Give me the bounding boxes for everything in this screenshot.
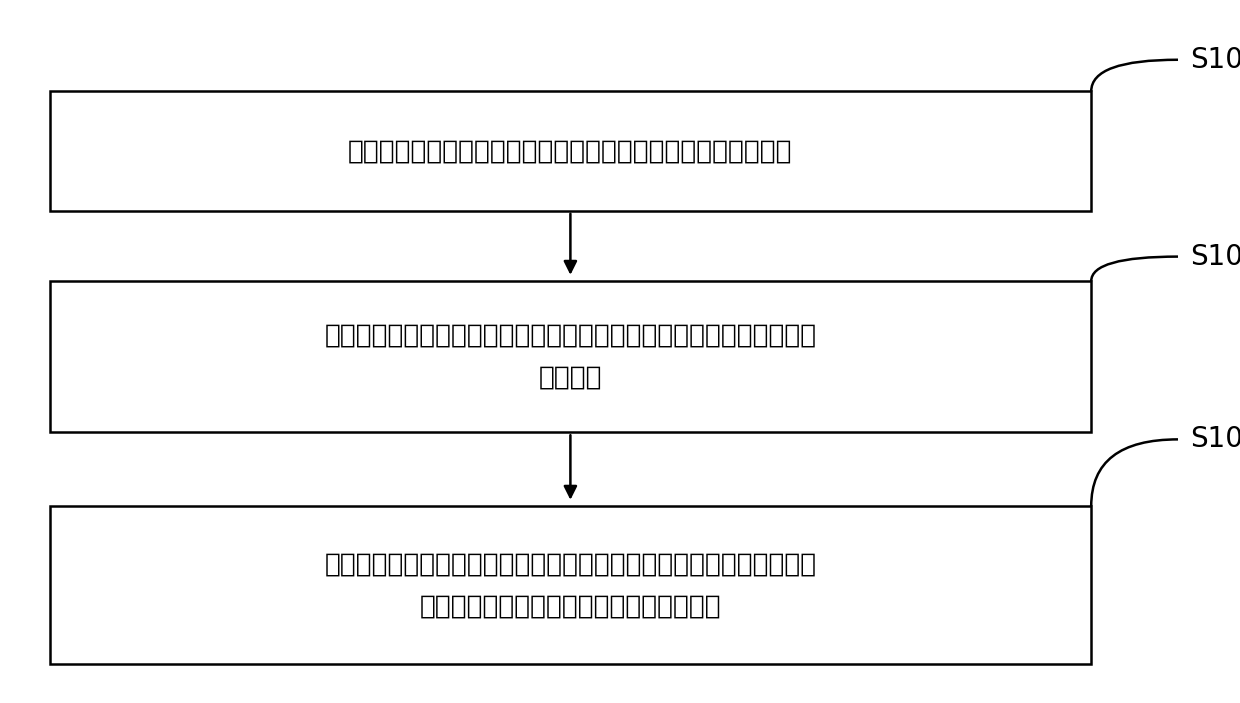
FancyBboxPatch shape [50,91,1091,211]
FancyBboxPatch shape [50,281,1091,432]
Text: 根据地层矿物体积含量，确定井下设定深度的岩石骨架纵波慢度: 根据地层矿物体积含量，确定井下设定深度的岩石骨架纵波慢度 [348,138,792,164]
Text: S103: S103 [1190,425,1240,453]
FancyBboxPatch shape [50,506,1091,664]
Text: 根据阵列声波测井数据，提取所述井下设定深度的地层纵波慢度及地层
横波慢度: 根据阵列声波测井数据，提取所述井下设定深度的地层纵波慢度及地层 横波慢度 [325,323,816,391]
Text: S101: S101 [1190,46,1240,74]
Text: S102: S102 [1190,243,1240,271]
Text: 根据所述井下设定深度的岩石骨架纵波慢度、地层纵波慢度及地层横波
慢度，确定所述井下设定深度的地层孔隙度: 根据所述井下设定深度的岩石骨架纵波慢度、地层纵波慢度及地层横波 慢度，确定所述井… [325,551,816,619]
